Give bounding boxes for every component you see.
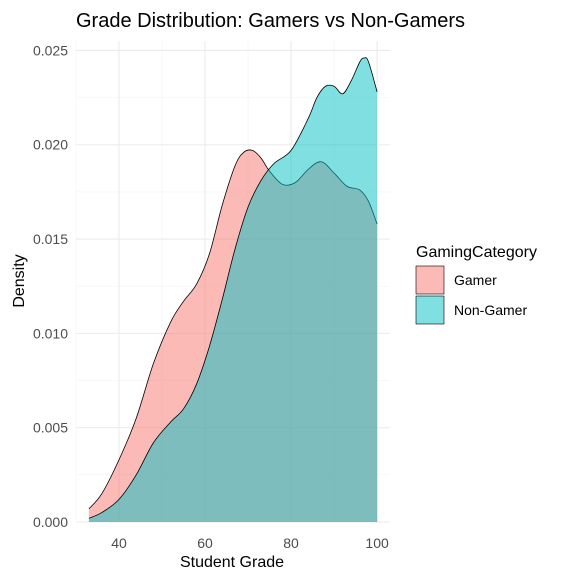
x-axis-ticks: 40 60 80 100	[111, 535, 389, 551]
y-tick-label: 0.020	[33, 137, 68, 153]
legend: GamingCategory Gamer Non-Gamer	[416, 244, 537, 324]
y-axis-ticks: 0.000 0.005 0.010 0.015 0.020 0.025	[33, 42, 68, 530]
legend-label-gamer: Gamer	[454, 272, 497, 288]
x-tick-label: 40	[111, 535, 127, 551]
density-areas	[89, 58, 377, 522]
y-tick-label: 0.015	[33, 231, 68, 247]
y-tick-label: 0.005	[33, 420, 68, 436]
x-tick-label: 60	[197, 535, 213, 551]
y-tick-label: 0.010	[33, 325, 68, 341]
legend-swatch-non-gamer	[416, 296, 444, 324]
legend-label-non-gamer: Non-Gamer	[454, 302, 527, 318]
legend-title: GamingCategory	[416, 244, 537, 261]
y-tick-label: 0.000	[33, 514, 68, 530]
chart-title: Grade Distribution: Gamers vs Non-Gamers	[76, 10, 465, 32]
y-tick-label: 0.025	[33, 42, 68, 58]
legend-swatch-gamer	[416, 266, 444, 294]
y-axis-title: Density	[11, 254, 28, 307]
x-tick-label: 80	[283, 535, 299, 551]
x-tick-label: 100	[365, 535, 389, 551]
x-axis-title: Student Grade	[180, 554, 284, 571]
